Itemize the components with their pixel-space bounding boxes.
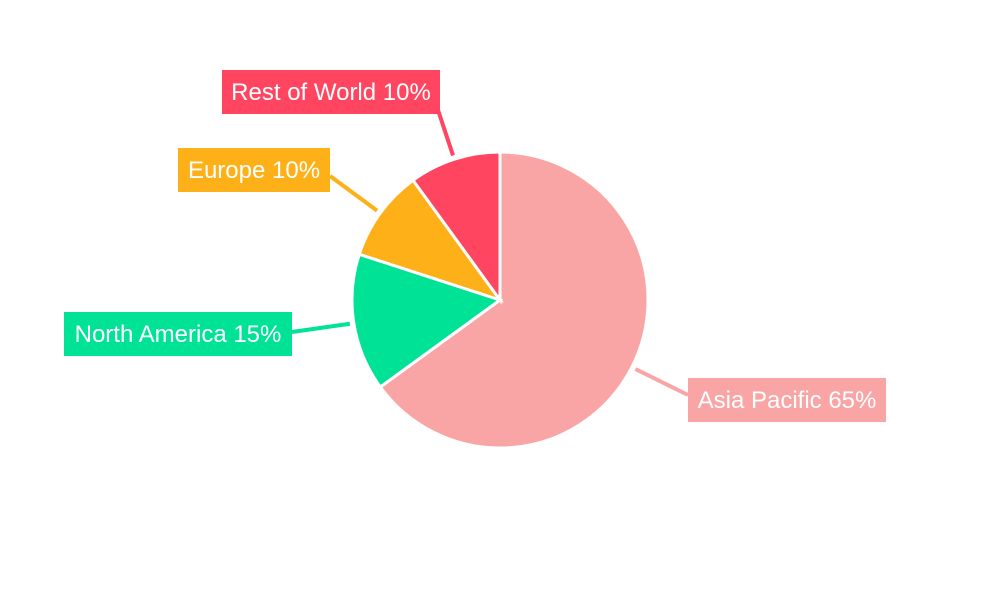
data-label-box <box>688 378 886 422</box>
pie-slice-north-america[interactable] <box>350 252 504 390</box>
pie-slice-europe[interactable] <box>357 178 504 303</box>
data-label: Rest of World 10% <box>231 79 431 106</box>
data-label: Asia Pacific 65% <box>698 387 877 414</box>
leader-line <box>436 109 455 157</box>
pie-slice-rest-of-world[interactable] <box>410 150 502 305</box>
leader-line <box>634 367 689 397</box>
data-label: Europe 10% <box>188 157 320 184</box>
data-label-box <box>222 70 440 114</box>
data-label: North America 15% <box>75 321 282 348</box>
data-label-box <box>64 312 292 356</box>
pie-slice-asia-pacific[interactable] <box>378 150 650 450</box>
leader-line <box>291 321 351 334</box>
leader-line <box>328 174 379 213</box>
data-label-box <box>178 148 330 192</box>
